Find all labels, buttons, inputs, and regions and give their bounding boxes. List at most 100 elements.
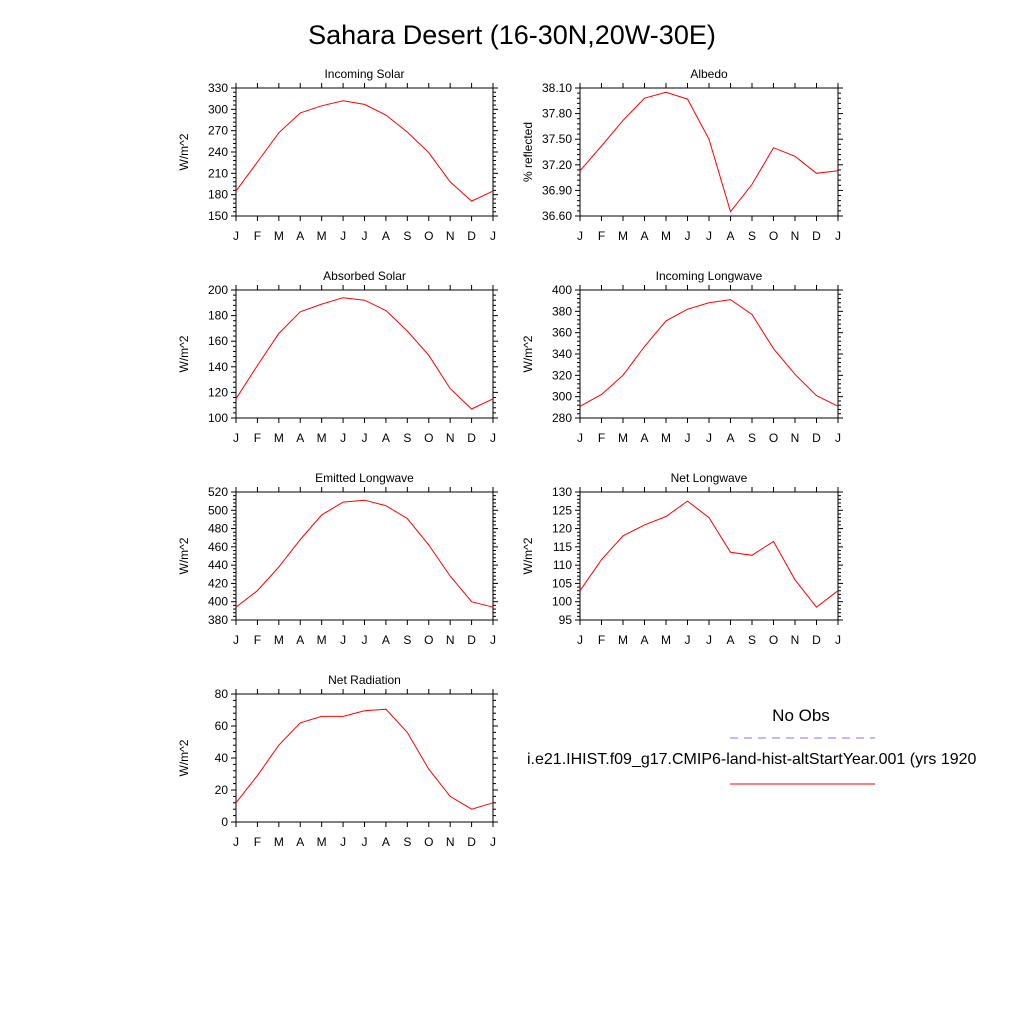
y-axis-label: W/m^2 bbox=[521, 537, 535, 574]
x-tick-label: J bbox=[490, 229, 496, 243]
x-tick-label: A bbox=[640, 431, 648, 445]
x-tick-label: D bbox=[812, 229, 821, 243]
x-tick-label: S bbox=[748, 229, 756, 243]
x-tick-label: D bbox=[812, 633, 821, 647]
plot-frame bbox=[235, 87, 494, 217]
series-line bbox=[235, 708, 494, 810]
y-tick-label: 160 bbox=[208, 334, 228, 348]
x-tick-label: M bbox=[274, 229, 284, 243]
y-tick-label: 210 bbox=[208, 166, 228, 180]
x-tick-label: J bbox=[706, 229, 712, 243]
plot-frame bbox=[235, 289, 494, 419]
y-axis-label: W/m^2 bbox=[521, 335, 535, 372]
x-tick-label: J bbox=[577, 431, 583, 445]
y-tick-label: 120 bbox=[208, 385, 228, 399]
x-tick-label: J bbox=[835, 633, 841, 647]
x-tick-label: N bbox=[446, 229, 455, 243]
panel-title: Emitted Longwave bbox=[315, 471, 414, 485]
x-tick-label: D bbox=[467, 835, 476, 849]
x-tick-label: A bbox=[726, 229, 734, 243]
chart-panel-2: Albedo % reflected 36.60 36.90 37.20 37.50 37.… bbox=[521, 67, 843, 243]
y-tick-label: 37.50 bbox=[542, 132, 572, 146]
y-tick-label: 40 bbox=[215, 751, 229, 765]
x-tick-label: A bbox=[382, 431, 390, 445]
y-tick-label: 80 bbox=[215, 687, 229, 701]
y-tick-label: 200 bbox=[208, 283, 228, 297]
x-tick-label: J bbox=[490, 431, 496, 445]
y-tick-label: 380 bbox=[208, 613, 228, 627]
x-tick-label: S bbox=[403, 835, 411, 849]
x-tick-label: A bbox=[726, 431, 734, 445]
x-tick-label: M bbox=[317, 431, 327, 445]
y-tick-label: 150 bbox=[208, 209, 228, 223]
panel-title: Incoming Solar bbox=[324, 67, 404, 81]
x-tick-label: J bbox=[835, 229, 841, 243]
y-axis-label: W/m^2 bbox=[177, 739, 191, 776]
x-tick-label: D bbox=[812, 431, 821, 445]
y-tick-label: 420 bbox=[208, 576, 228, 590]
y-tick-label: 20 bbox=[215, 783, 229, 797]
legend-model-label: i.e21.IHIST.f09_g17.CMIP6-land-hist-altS… bbox=[527, 751, 977, 768]
x-tick-label: S bbox=[748, 633, 756, 647]
plot-frame bbox=[235, 693, 494, 823]
x-tick-label: J bbox=[233, 229, 239, 243]
y-tick-label: 110 bbox=[553, 558, 572, 572]
x-tick-label: O bbox=[769, 229, 778, 243]
y-tick-label: 480 bbox=[208, 522, 228, 536]
x-tick-label: O bbox=[424, 633, 433, 647]
chart-panel-5: Emitted Longwave W/m^2 380 400 420 440 460 480 5… bbox=[177, 471, 498, 647]
y-tick-label: 500 bbox=[208, 503, 228, 517]
x-tick-label: O bbox=[424, 229, 433, 243]
x-tick-label: M bbox=[274, 431, 284, 445]
x-tick-label: D bbox=[467, 633, 476, 647]
y-tick-label: 140 bbox=[208, 360, 228, 374]
y-axis-label: % reflected bbox=[521, 122, 535, 182]
x-tick-label: S bbox=[748, 431, 756, 445]
panel-title: Albedo bbox=[690, 67, 728, 81]
x-tick-label: A bbox=[382, 229, 390, 243]
x-tick-label: J bbox=[340, 835, 346, 849]
x-tick-label: F bbox=[254, 835, 261, 849]
y-tick-label: 520 bbox=[208, 485, 228, 499]
plot-frame bbox=[579, 87, 839, 217]
x-tick-label: D bbox=[467, 229, 476, 243]
chart-panel-6: Net Longwave W/m^2 95 100 105 110 115 120 125 130… bbox=[521, 471, 843, 647]
x-tick-label: O bbox=[769, 431, 778, 445]
y-tick-label: 120 bbox=[552, 522, 572, 536]
series-line bbox=[235, 297, 494, 410]
y-tick-label: 440 bbox=[208, 558, 228, 572]
x-tick-label: J bbox=[706, 633, 712, 647]
x-tick-label: N bbox=[446, 835, 455, 849]
series-line bbox=[235, 100, 494, 202]
x-tick-label: J bbox=[340, 229, 346, 243]
x-tick-label: M bbox=[317, 229, 327, 243]
x-tick-label: J bbox=[340, 431, 346, 445]
x-tick-label: M bbox=[317, 835, 327, 849]
y-tick-label: 400 bbox=[552, 283, 572, 297]
series-line bbox=[235, 499, 494, 608]
y-axis-label: W/m^2 bbox=[177, 537, 191, 574]
x-tick-label: J bbox=[233, 835, 239, 849]
y-tick-label: 105 bbox=[552, 576, 572, 590]
x-tick-label: N bbox=[791, 431, 800, 445]
y-tick-label: 115 bbox=[553, 540, 572, 554]
x-tick-label: J bbox=[340, 633, 346, 647]
x-tick-label: J bbox=[490, 835, 496, 849]
x-tick-label: F bbox=[254, 633, 261, 647]
series-line bbox=[579, 500, 839, 608]
x-tick-label: J bbox=[362, 835, 368, 849]
legend-obs-label: No Obs bbox=[772, 706, 830, 725]
x-tick-label: D bbox=[467, 431, 476, 445]
plot-frame bbox=[579, 491, 839, 621]
y-tick-label: 38.10 bbox=[542, 81, 572, 95]
x-tick-label: J bbox=[362, 229, 368, 243]
y-tick-label: 180 bbox=[208, 309, 228, 323]
y-tick-label: 95 bbox=[559, 613, 573, 627]
x-tick-label: N bbox=[446, 431, 455, 445]
x-tick-label: J bbox=[577, 229, 583, 243]
x-tick-label: M bbox=[274, 835, 284, 849]
y-tick-label: 37.80 bbox=[542, 107, 572, 121]
y-tick-label: 300 bbox=[208, 102, 228, 116]
panel-title: Net Radiation bbox=[328, 673, 401, 687]
